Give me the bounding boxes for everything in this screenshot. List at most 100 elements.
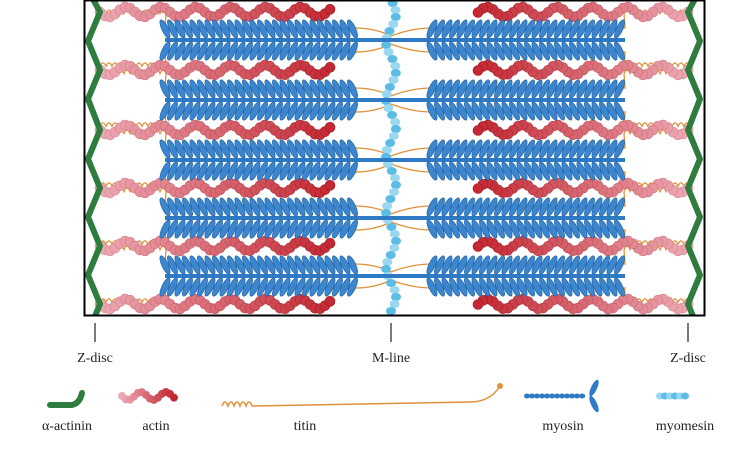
- myosin-head: [347, 255, 358, 275]
- myosin-head: [516, 277, 528, 297]
- myosin-head: [347, 41, 358, 61]
- myomesin: [387, 0, 398, 7]
- myosin-head: [479, 79, 490, 99]
- myosin-head: [197, 139, 208, 159]
- myosin-head: [576, 139, 588, 159]
- myosin-head: [317, 79, 328, 99]
- myosin-head: [159, 255, 171, 275]
- myomesin: [388, 132, 399, 140]
- myosin-head: [576, 101, 588, 121]
- myosin-head: [174, 19, 186, 39]
- myosin-head: [332, 41, 343, 61]
- myosin-head: [524, 139, 535, 159]
- myosin-head: [234, 161, 246, 181]
- myosin-head: [456, 19, 468, 39]
- myosin-head: [324, 41, 336, 61]
- myosin-head: [456, 255, 468, 275]
- myosin-head: [486, 219, 498, 239]
- myosin-head: [204, 161, 216, 181]
- legend-icons: [47, 379, 689, 413]
- myosin-head: [516, 79, 528, 99]
- myosin-head: [456, 161, 468, 181]
- myosin-head: [309, 19, 321, 39]
- myosin-head: [434, 19, 445, 39]
- myosin-head: [279, 41, 291, 61]
- myosin-head: [302, 79, 313, 99]
- myosin-head: [212, 161, 223, 181]
- myosin-head: [197, 79, 208, 99]
- myosin-head: [426, 277, 438, 297]
- myosin-head: [324, 255, 336, 275]
- myosin-head: [272, 79, 283, 99]
- myosin-head: [509, 219, 520, 239]
- myosin-head: [309, 219, 321, 239]
- myomesin: [389, 188, 400, 196]
- actin: [472, 125, 484, 136]
- myosin-head: [317, 41, 328, 61]
- myosin-head: [576, 79, 588, 99]
- myosin-head: [606, 41, 618, 61]
- myosin-head: [174, 139, 186, 159]
- myosin-head: [317, 277, 328, 297]
- myosin-head: [464, 139, 475, 159]
- myosin-head: [524, 161, 535, 181]
- myomesin: [390, 293, 401, 301]
- myosin-head: [501, 219, 513, 239]
- myomesin: [381, 90, 392, 98]
- myosin-head: [167, 161, 178, 181]
- myosin-head: [219, 101, 231, 121]
- myosin-head: [309, 255, 321, 275]
- myosin-head: [501, 161, 513, 181]
- actin: [324, 122, 336, 133]
- myosin-head: [197, 277, 208, 297]
- myosin-head: [576, 219, 588, 239]
- myomesin: [388, 20, 399, 28]
- myosin-head: [302, 255, 313, 275]
- myosin-head: [434, 101, 445, 121]
- myosin-head: [471, 277, 483, 297]
- myosin-head: [531, 161, 543, 181]
- myosin-head: [347, 197, 358, 217]
- myosin-head: [449, 41, 460, 61]
- myosin-head: [302, 277, 313, 297]
- myosin-head: [614, 161, 625, 181]
- myosin-head: [167, 101, 178, 121]
- myosin-head: [204, 101, 216, 121]
- myosin-head: [501, 139, 513, 159]
- myosin-head: [441, 277, 453, 297]
- myosin-head: [317, 161, 328, 181]
- myosin-head: [509, 101, 520, 121]
- myosin-head: [561, 161, 573, 181]
- myosin-head: [449, 139, 460, 159]
- myosin-head: [456, 139, 468, 159]
- myosin-head: [294, 19, 306, 39]
- myosin-head: [324, 139, 336, 159]
- myosin-head: [591, 255, 603, 275]
- myosin-head: [339, 255, 351, 275]
- myosin-head: [234, 19, 246, 39]
- myomesin: [389, 230, 400, 238]
- myosin-head: [242, 41, 253, 61]
- myosin-head: [501, 79, 513, 99]
- myosin-head: [332, 79, 343, 99]
- myosin-head: [302, 219, 313, 239]
- myosin-head: [449, 219, 460, 239]
- myosin-head: [524, 219, 535, 239]
- myosin-head: [257, 219, 268, 239]
- myosin-head: [257, 79, 268, 99]
- myosin-head: [471, 255, 483, 275]
- myosin-head: [599, 79, 610, 99]
- myomesin: [383, 48, 394, 56]
- myosin-head: [189, 219, 201, 239]
- myosin-head: [227, 79, 238, 99]
- marker-label: Z-disc: [77, 351, 113, 366]
- myosin-head: [614, 219, 625, 239]
- myomesin: [390, 237, 401, 245]
- actin: [324, 296, 336, 307]
- myosin-head: [309, 197, 321, 217]
- myosin-head: [279, 79, 291, 99]
- myosin-icon: [579, 393, 585, 399]
- myosin-head: [257, 101, 268, 121]
- myosin-head: [434, 197, 445, 217]
- myosin-head: [197, 101, 208, 121]
